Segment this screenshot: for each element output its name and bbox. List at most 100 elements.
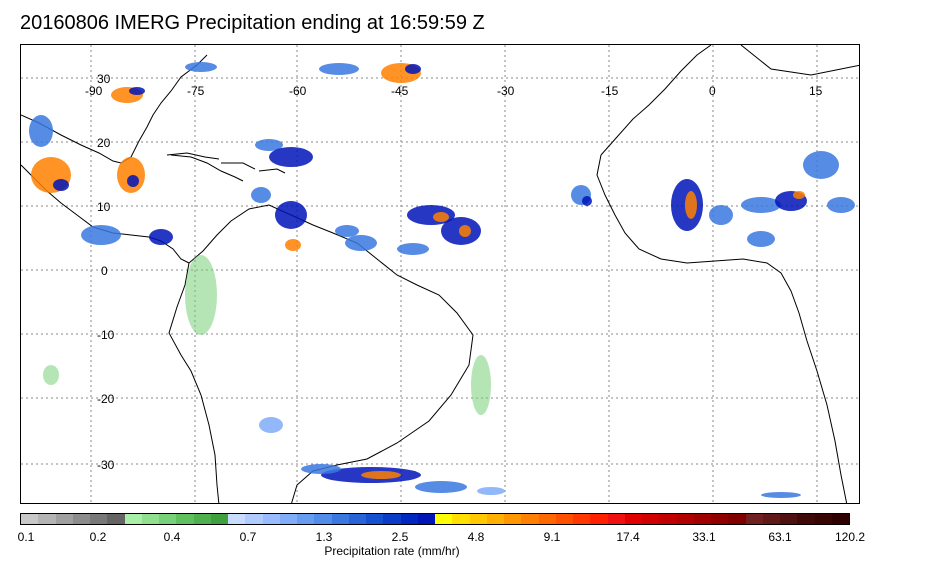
colorbar-tick: 9.1 (543, 530, 561, 544)
precipitation-cell (827, 197, 855, 213)
lat-label-10s: -10 (97, 328, 115, 342)
colorbar-segment (55, 514, 73, 524)
precipitation-cell (793, 191, 805, 199)
colorbar-segment (762, 514, 780, 524)
lon-label-neg75: -75 (187, 84, 205, 98)
lat-label-20s: -20 (97, 392, 115, 406)
colorbar-segment (711, 514, 729, 524)
lon-label-neg15: -15 (601, 84, 619, 98)
colorbar-tick: 2.5 (391, 530, 409, 544)
colorbar-tick: 0.4 (163, 530, 181, 544)
precipitation-cell (741, 197, 781, 213)
precipitation-cell (803, 151, 839, 179)
colorbar-segment (797, 514, 815, 524)
colorbar (20, 513, 850, 525)
colorbar-segment (107, 514, 125, 524)
coastlines (21, 45, 859, 503)
lat-label-0: 0 (101, 264, 108, 278)
precipitation-cell (251, 187, 271, 203)
colorbar-segment (400, 514, 418, 524)
precipitation-cell (433, 212, 449, 222)
colorbar-segment (624, 514, 642, 524)
lat-label-10n: 10 (97, 200, 111, 214)
colorbar-segment (262, 514, 280, 524)
colorbar-tick: 1.3 (315, 530, 333, 544)
precipitation-field (29, 62, 855, 498)
colorbar-segment (538, 514, 556, 524)
lat-label-30n: 30 (97, 72, 111, 86)
colorbar-tick: 17.4 (616, 530, 640, 544)
lon-label-neg90: -90 (85, 84, 103, 98)
colorbar-segment (573, 514, 591, 524)
colorbar-tick: 0.2 (89, 530, 107, 544)
precipitation-cell (335, 225, 359, 237)
colorbar-segment (21, 514, 39, 524)
precipitation-cell (185, 255, 217, 335)
precipitation-cell (269, 147, 313, 167)
precipitation-cell (319, 63, 359, 75)
lon-label-0: 0 (709, 84, 716, 98)
colorbar-segment (607, 514, 625, 524)
colorbar-segment (814, 514, 832, 524)
colorbar-segment (348, 514, 366, 524)
colorbar-segment (141, 514, 159, 524)
colorbar-segment (90, 514, 108, 524)
precipitation-cell (53, 179, 69, 191)
precipitation-cell (747, 231, 775, 247)
precipitation-cell (43, 365, 59, 385)
colorbar-segment (780, 514, 798, 524)
colorbar-segment (297, 514, 315, 524)
precipitation-cell (582, 196, 592, 206)
colorbar-segment (693, 514, 711, 524)
precipitation-cell (471, 355, 491, 415)
colorbar-tick: 0.1 (17, 530, 35, 544)
colorbar-segment (210, 514, 228, 524)
lon-label-neg30: -30 (497, 84, 515, 98)
precipitation-cell (709, 205, 733, 225)
precipitation-cell (405, 64, 421, 74)
colorbar-segment (228, 514, 246, 524)
colorbar-segment (176, 514, 194, 524)
precipitation-cell (477, 487, 505, 495)
precipitation-cell (761, 492, 801, 498)
colorbar-tick: 63.1 (768, 530, 792, 544)
colorbar-segment (728, 514, 746, 524)
colorbar-label: Precipitation rate (mm/hr) (324, 544, 460, 558)
precipitation-cell (259, 417, 283, 433)
colorbar-tick: 0.7 (239, 530, 257, 544)
colorbar-segment (676, 514, 694, 524)
precipitation-cell (415, 481, 467, 493)
map-canvas (21, 45, 859, 503)
colorbar-tick: 33.1 (692, 530, 716, 544)
colorbar-segment (417, 514, 435, 524)
colorbar-segment (279, 514, 297, 524)
colorbar-segment (245, 514, 263, 524)
colorbar-segment (38, 514, 56, 524)
precipitation-cell (275, 201, 307, 229)
precipitation-cell (81, 225, 121, 245)
colorbar-segment (555, 514, 573, 524)
lat-label-20n: 20 (97, 136, 111, 150)
colorbar-segment (159, 514, 177, 524)
precipitation-cell (397, 243, 429, 255)
precipitation-cell (29, 115, 53, 147)
precipitation-cell (361, 471, 401, 479)
precipitation-map: -90 -75 -60 -45 -30 -15 0 15 30 20 10 0 … (20, 44, 860, 504)
colorbar-segment (469, 514, 487, 524)
precipitation-cell (255, 139, 283, 151)
colorbar-segment (331, 514, 349, 524)
colorbar-segment (124, 514, 142, 524)
colorbar-segment (642, 514, 660, 524)
precipitation-cell (149, 229, 173, 245)
lon-label-15: 15 (809, 84, 823, 98)
colorbar-segment (435, 514, 453, 524)
colorbar-segment (831, 514, 849, 524)
colorbar-segment (193, 514, 211, 524)
precipitation-cell (185, 62, 217, 72)
colorbar-tick: 4.8 (467, 530, 485, 544)
precipitation-cell (129, 87, 145, 95)
lat-label-30s: -30 (97, 458, 115, 472)
lon-label-neg45: -45 (391, 84, 409, 98)
colorbar-segment (314, 514, 332, 524)
precipitation-cell (685, 191, 697, 219)
